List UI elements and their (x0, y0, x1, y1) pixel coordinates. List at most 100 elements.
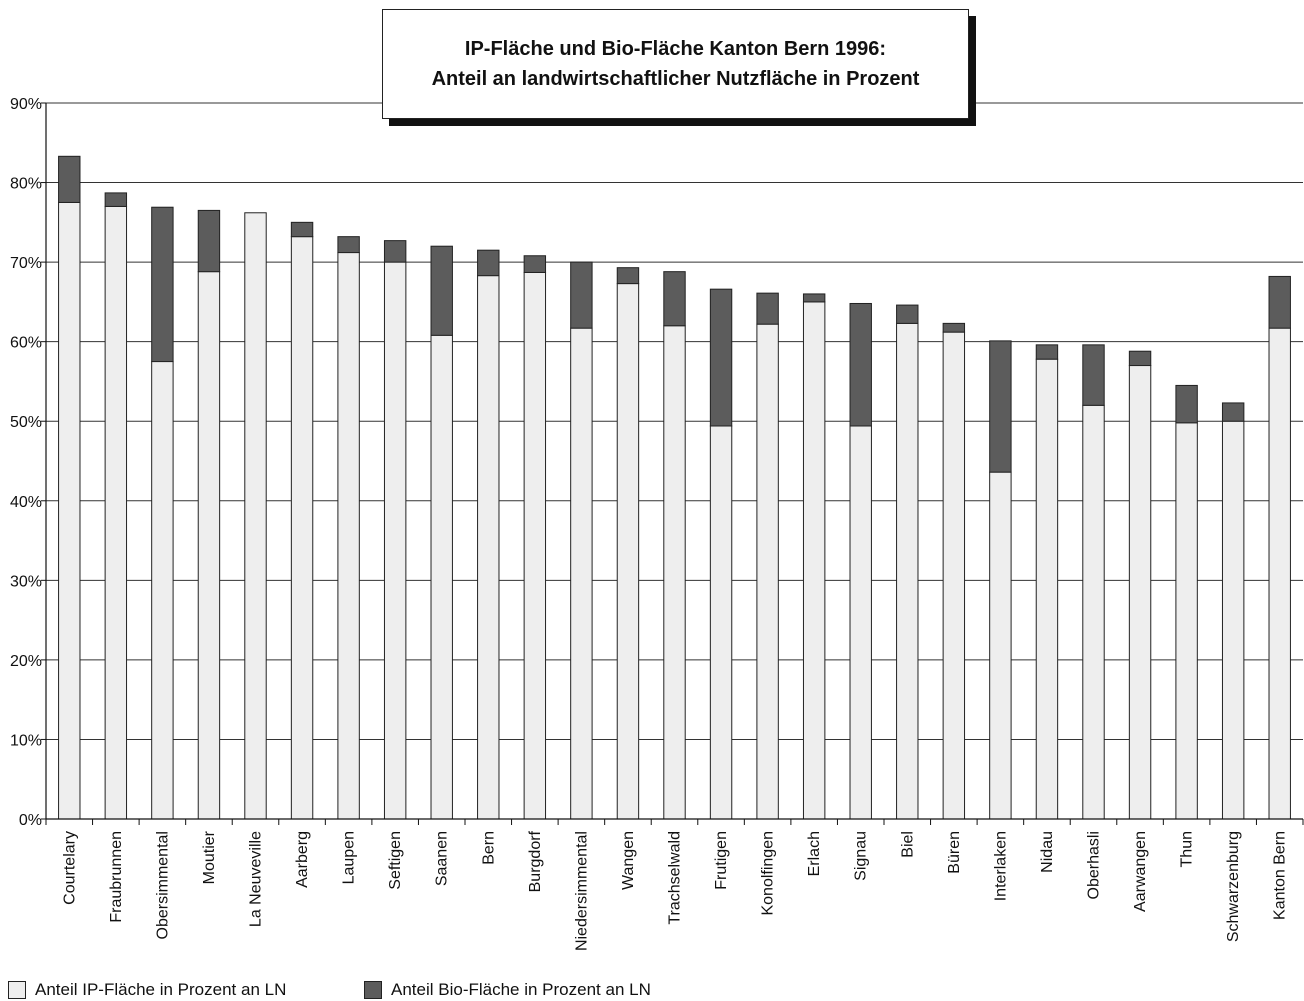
bar-bio-segment (1128, 350, 1152, 367)
x-tick-label: Aarberg (294, 831, 311, 888)
bars (58, 155, 1291, 820)
bar-bio-segment (896, 304, 919, 324)
bar-ip-segment (1128, 365, 1152, 820)
legend-label-bio: Anteil Bio-Fläche in Prozent an LN (391, 980, 651, 999)
bar-ip-segment (709, 425, 733, 820)
x-tick-label: Interlaken (992, 831, 1009, 901)
bar-ip-segment (1221, 420, 1245, 820)
y-tick-label: 70% (10, 255, 42, 272)
bar-bio-segment (477, 249, 500, 277)
y-tick-label: 80% (10, 176, 42, 193)
x-tick-label: Trachselwald (667, 831, 684, 925)
x-tick-label: Nidau (1039, 831, 1056, 873)
bar-bio-segment (989, 340, 1012, 473)
x-axis-tick-labels: Courtelary Fraubrunnen Obersimmental Moutie… (61, 830, 1288, 951)
bar-bio-segment (802, 293, 826, 303)
x-tick-label: Signau (853, 831, 870, 881)
y-axis-tick-labels: 0% 10% 20% 30% 40% 50% 60% 70% 80% 90% (10, 96, 42, 829)
bar-ip-segment (290, 236, 314, 820)
bar-ip-segment (1268, 327, 1291, 820)
x-tick-label: Laupen (341, 831, 358, 884)
bar-ip-segment (570, 327, 593, 820)
legend-label-ip: Anteil IP-Fläche in Prozent an LN (35, 980, 287, 999)
bar-ip-segment (337, 252, 360, 820)
x-tick-label: Schwarzenburg (1225, 831, 1242, 942)
x-tick-label: Erlach (806, 831, 823, 876)
bar-bio-segment (58, 155, 81, 203)
chart-subtitle: Anteil an landwirtschaftlicher Nutzfläch… (431, 68, 920, 90)
bar-ip-segment (383, 261, 407, 820)
bar-bio-segment (290, 221, 314, 238)
bar-ip-segment (989, 471, 1012, 820)
bar-ip-segment (1175, 422, 1198, 820)
x-tick-label: Büren (946, 831, 963, 874)
bar-bio-segment (337, 236, 360, 254)
bar-ip-segment (244, 212, 267, 820)
x-tick-label: Niedersimmental (573, 831, 590, 951)
bar-ip-segment (477, 275, 500, 820)
bar-ip-segment (104, 205, 128, 820)
bar-bio-segment (616, 267, 640, 285)
bar-bio-segment (1082, 344, 1105, 406)
legend-item-bio: Anteil Bio-Fläche in Prozent an LN (364, 980, 651, 1000)
x-tick-label: Wangen (620, 831, 637, 890)
bar-ip-segment (523, 271, 547, 820)
bar-bio-segment (151, 206, 174, 363)
bar-bio-segment (942, 322, 966, 333)
bar-bio-segment (709, 288, 733, 427)
x-tick-label: Courtelary (61, 831, 78, 905)
bar-ip-segment (896, 322, 919, 820)
x-tick-label: Kanton Bern (1272, 831, 1289, 920)
chart-title-box: IP-Fläche und Bio-Fläche Kanton Bern 199… (382, 9, 969, 119)
x-tick-label: Fraubrunnen (108, 831, 125, 923)
x-tick-label: Aarwangen (1132, 831, 1149, 912)
bar-bio-segment (383, 240, 407, 263)
bar-bio-segment (1035, 344, 1059, 360)
bar-ip-segment (1035, 358, 1059, 820)
bar-ip-segment (151, 361, 174, 820)
bar-ip-segment (756, 323, 779, 820)
bar-ip-segment (616, 283, 640, 820)
bar-bio-segment (570, 261, 593, 329)
bar-ip-segment (663, 325, 686, 820)
x-tick-label: Burgdorf (527, 830, 544, 892)
y-tick-label: 40% (10, 494, 42, 511)
x-tick-label: Oberhasli (1086, 831, 1103, 899)
bar-bio-segment (756, 292, 779, 325)
legend-item-ip: Anteil IP-Fläche in Prozent an LN (8, 980, 286, 1000)
legend-swatch-bio (364, 981, 382, 999)
bar-ip-segment (849, 425, 872, 820)
bar-bio-segment (104, 192, 128, 207)
bar-ip-segment (802, 301, 826, 820)
bar-ip-segment (430, 334, 453, 820)
y-tick-label: 90% (10, 96, 42, 113)
x-tick-label: Konolfingen (760, 831, 777, 916)
bar-bio-segment (197, 209, 221, 273)
x-tick-label: Seftigen (387, 831, 404, 890)
bar-bio-segment (849, 302, 872, 427)
bar-ip-segment (942, 331, 966, 820)
bar-bio-segment (430, 245, 453, 336)
y-tick-label: 0% (19, 812, 42, 829)
axes (41, 102, 1304, 825)
x-tick-label: Biel (899, 831, 916, 858)
bar-bio-segment (523, 255, 547, 273)
y-tick-label: 10% (10, 732, 42, 749)
x-tick-label: Frutigen (713, 831, 730, 890)
x-tick-label: Thun (1179, 831, 1196, 867)
legend-swatch-ip (8, 981, 26, 999)
bar-bio-segment (1268, 275, 1291, 329)
bar-ip-segment (197, 271, 221, 820)
y-tick-label: 20% (10, 653, 42, 670)
y-tick-label: 30% (10, 573, 42, 590)
x-tick-label: Moutier (201, 830, 218, 884)
y-tick-label: 60% (10, 335, 42, 352)
y-tick-label: 50% (10, 414, 42, 431)
bar-ip-segment (58, 201, 81, 820)
chart-title: IP-Fläche und Bio-Fläche Kanton Bern 199… (464, 38, 887, 60)
x-tick-label: Bern (480, 831, 497, 865)
bar-ip-segment (1082, 404, 1105, 820)
x-tick-label: Obersimmental (154, 831, 171, 939)
x-tick-label: La Neuveville (248, 831, 265, 927)
